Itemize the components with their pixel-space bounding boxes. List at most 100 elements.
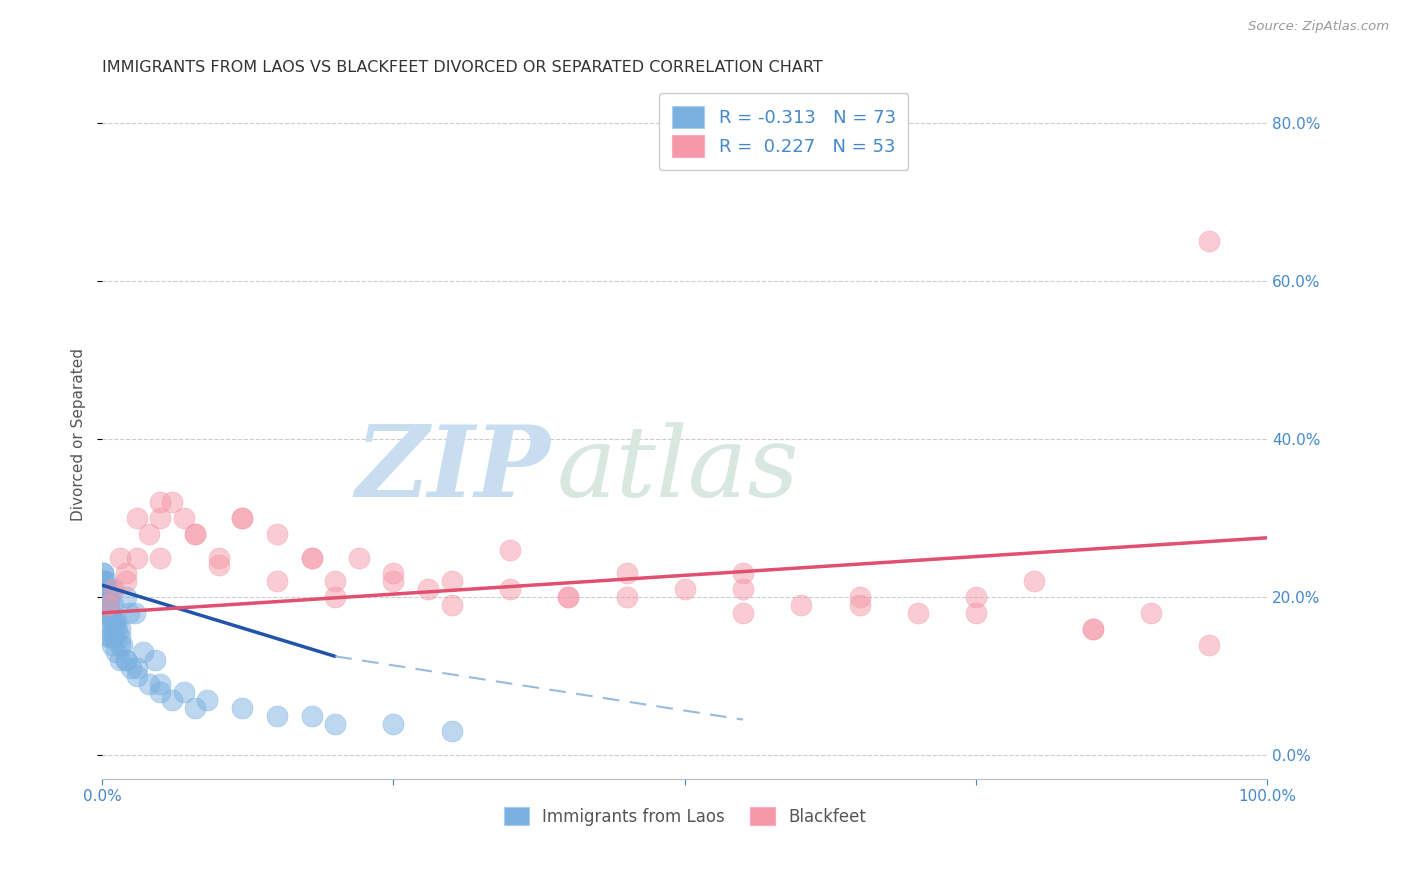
Point [98,630,121,644]
Point [231,511,253,525]
Point [231,700,253,714]
Point [208,550,231,565]
Point [114,653,136,667]
Point [499,542,522,557]
Point [105,645,128,659]
Point [97,598,120,612]
Point [382,716,405,731]
Point [266,708,288,723]
Point [323,590,346,604]
Point [118,606,141,620]
Point [1081,622,1104,636]
Point [731,582,754,596]
Point [301,550,323,565]
Point [100,614,122,628]
Point [97,590,120,604]
Point [108,550,131,565]
Point [382,574,405,589]
Point [98,630,121,644]
Point [673,582,696,596]
Point [108,653,131,667]
Point [93,590,115,604]
Point [848,590,870,604]
Point [93,582,115,596]
Point [97,598,120,612]
Point [96,590,118,604]
Point [97,622,120,636]
Point [347,550,370,565]
Point [94,590,117,604]
Point [301,708,323,723]
Point [93,574,115,589]
Point [1024,574,1046,589]
Point [120,661,142,675]
Point [93,582,115,596]
Point [96,590,118,604]
Point [94,574,117,589]
Point [418,582,440,596]
Point [103,630,125,644]
Point [94,582,117,596]
Text: Source: ZipAtlas.com: Source: ZipAtlas.com [1249,20,1389,33]
Point [1140,606,1163,620]
Point [173,511,195,525]
Text: ZIP: ZIP [356,421,551,517]
Y-axis label: Divorced or Separated: Divorced or Separated [72,349,86,522]
Point [160,693,183,707]
Point [616,590,638,604]
Point [103,614,125,628]
Point [965,590,987,604]
Point [143,653,166,667]
Point [103,582,125,596]
Point [94,590,117,604]
Point [108,638,131,652]
Point [105,622,128,636]
Point [103,630,125,644]
Text: IMMIGRANTS FROM LAOS VS BLACKFEET DIVORCED OR SEPARATED CORRELATION CHART: IMMIGRANTS FROM LAOS VS BLACKFEET DIVORC… [103,60,823,75]
Point [91,574,114,589]
Point [184,700,207,714]
Point [98,598,121,612]
Point [103,614,125,628]
Point [266,526,288,541]
Point [104,622,127,636]
Point [195,693,218,707]
Point [98,606,121,620]
Point [731,606,754,620]
Point [1081,622,1104,636]
Point [731,566,754,581]
Point [100,638,122,652]
Text: atlas: atlas [557,422,800,517]
Point [96,614,118,628]
Point [91,566,114,581]
Point [323,574,346,589]
Point [124,606,146,620]
Point [108,622,131,636]
Point [907,606,929,620]
Point [127,669,149,683]
Point [114,566,136,581]
Point [93,582,115,596]
Point [93,574,115,589]
Point [91,566,114,581]
Point [208,558,231,573]
Point [114,590,136,604]
Point [231,511,253,525]
Point [127,511,149,525]
Point [101,598,124,612]
Point [97,598,120,612]
Point [790,598,813,612]
Point [138,526,160,541]
Point [132,645,155,659]
Point [105,614,128,628]
Point [114,653,136,667]
Point [127,661,149,675]
Point [382,566,405,581]
Point [149,511,172,525]
Point [301,550,323,565]
Point [149,677,172,691]
Point [94,606,117,620]
Point [499,582,522,596]
Point [93,582,115,596]
Point [557,590,579,604]
